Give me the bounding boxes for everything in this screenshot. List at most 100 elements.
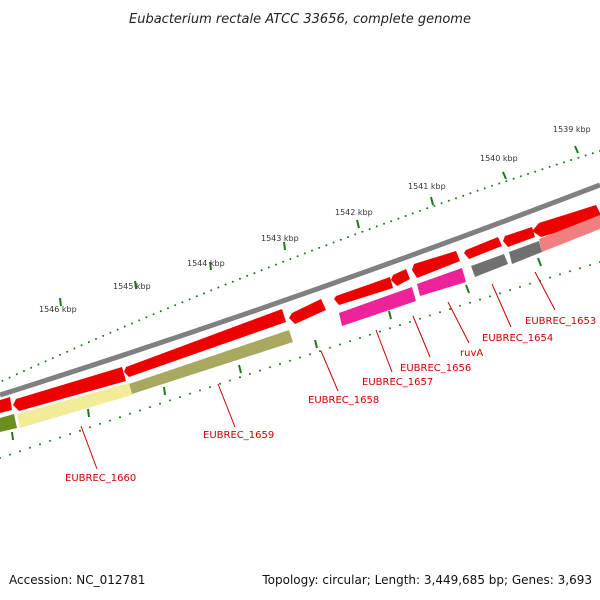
minor-tick: [318, 246, 321, 249]
minor-tick: [563, 161, 565, 164]
inner-minor-tick: [119, 416, 121, 419]
minor-tick: [282, 260, 285, 263]
inner-minor-tick: [179, 396, 181, 399]
minor-tick: [476, 189, 479, 192]
gene-arrow[interactable]: [503, 227, 535, 247]
gene-label[interactable]: EUBREC_1660: [65, 473, 136, 484]
major-tick: [430, 196, 434, 206]
callout-line: [80, 425, 98, 470]
inner-minor-tick: [49, 439, 51, 442]
inner-tick: [11, 431, 14, 441]
callout-line: [447, 301, 470, 344]
inner-minor-tick: [19, 450, 21, 453]
gene-label[interactable]: EUBREC_1658: [308, 395, 379, 406]
inner-minor-tick: [269, 366, 271, 369]
minor-tick: [505, 180, 508, 183]
minor-tick: [332, 241, 335, 244]
feature-block-green[interactable]: [0, 414, 17, 432]
inner-minor-tick: [479, 298, 481, 301]
gene-label[interactable]: ruvA: [460, 348, 483, 359]
inner-minor-tick: [29, 446, 31, 449]
feature-block-pink[interactable]: [417, 268, 466, 296]
inner-minor-tick: [439, 311, 441, 314]
gene-arrow[interactable]: [412, 251, 460, 278]
minor-tick: [491, 184, 493, 187]
inner-minor-tick: [219, 382, 221, 385]
inner-minor-tick: [249, 372, 251, 375]
inner-minor-tick: [0, 457, 1, 459]
feature-block-pink[interactable]: [339, 287, 416, 326]
feature-block-pink-light[interactable]: [539, 215, 600, 252]
minor-tick: [30, 366, 33, 369]
minor-tick: [73, 347, 76, 350]
minor-tick: [44, 360, 47, 363]
inner-minor-tick: [399, 324, 401, 327]
gene-arrow[interactable]: [532, 205, 600, 237]
minor-tick: [102, 334, 105, 337]
gene-label[interactable]: EUBREC_1654: [482, 333, 553, 344]
inner-tick: [314, 339, 318, 349]
feature-block-gray[interactable]: [471, 254, 508, 277]
gene-arrow[interactable]: [289, 299, 326, 324]
gene-arrow[interactable]: [464, 237, 502, 259]
inner-minor-tick: [419, 317, 421, 320]
minor-tick: [95, 338, 97, 340]
inner-minor-tick: [469, 301, 471, 304]
inner-minor-tick: [199, 389, 201, 392]
inner-minor-tick: [499, 292, 501, 295]
feature-block-olive[interactable]: [129, 330, 293, 394]
minor-tick: [231, 280, 234, 283]
callout-line: [375, 329, 393, 373]
gene-arrow[interactable]: [124, 309, 286, 377]
inner-minor-tick: [169, 399, 171, 402]
minor-tick: [203, 292, 205, 295]
inner-minor-tick: [289, 359, 291, 362]
gene-label[interactable]: EUBREC_1653: [525, 316, 596, 327]
inner-minor-tick: [189, 392, 191, 395]
inner-minor-tick: [9, 453, 11, 456]
feature-block-yellow[interactable]: [17, 383, 132, 428]
scale-label: 1546 kbp: [39, 305, 77, 314]
minor-tick: [570, 159, 573, 161]
inner-minor-tick: [379, 330, 381, 333]
inner-minor-tick: [529, 282, 531, 285]
inner-minor-tick: [79, 429, 81, 432]
minor-tick: [296, 255, 299, 258]
feature-track: [0, 215, 600, 432]
minor-tick: [15, 373, 18, 376]
minor-tick: [195, 295, 198, 298]
gene-arrow[interactable]: [391, 269, 410, 286]
minor-tick: [116, 328, 119, 331]
gene-label[interactable]: EUBREC_1656: [400, 363, 471, 374]
feature-block-gray[interactable]: [509, 241, 542, 264]
minor-tick: [109, 331, 112, 334]
inner-minor-tick: [459, 304, 461, 307]
inner-tick: [537, 257, 542, 267]
gene-arrow[interactable]: [334, 277, 393, 305]
gene-callouts: [80, 271, 556, 470]
scale-label: 1541 kbp: [408, 182, 446, 191]
inner-minor-tick: [429, 314, 431, 317]
gene-label[interactable]: EUBREC_1657: [362, 377, 433, 388]
minor-tick: [397, 217, 400, 220]
minor-tick: [87, 341, 90, 344]
callout-line: [320, 350, 339, 392]
gene-arrow[interactable]: [13, 367, 126, 411]
minor-tick: [368, 228, 371, 231]
gene-arrow[interactable]: [0, 397, 12, 413]
major-tick: [59, 297, 62, 307]
gene-label[interactable]: EUBREC_1659: [203, 430, 274, 441]
cds-track: [0, 205, 600, 413]
minor-tick: [433, 204, 436, 207]
minor-tick: [217, 286, 220, 289]
minor-tick: [527, 173, 529, 175]
minor-tick: [51, 357, 54, 360]
minor-tick: [174, 304, 177, 307]
minor-tick: [152, 313, 155, 316]
minor-tick: [239, 277, 241, 280]
minor-tick: [159, 310, 162, 313]
minor-tick: [541, 168, 544, 171]
minor-tick: [534, 170, 537, 173]
minor-tick: [498, 182, 501, 185]
minor-tick: [383, 222, 385, 225]
